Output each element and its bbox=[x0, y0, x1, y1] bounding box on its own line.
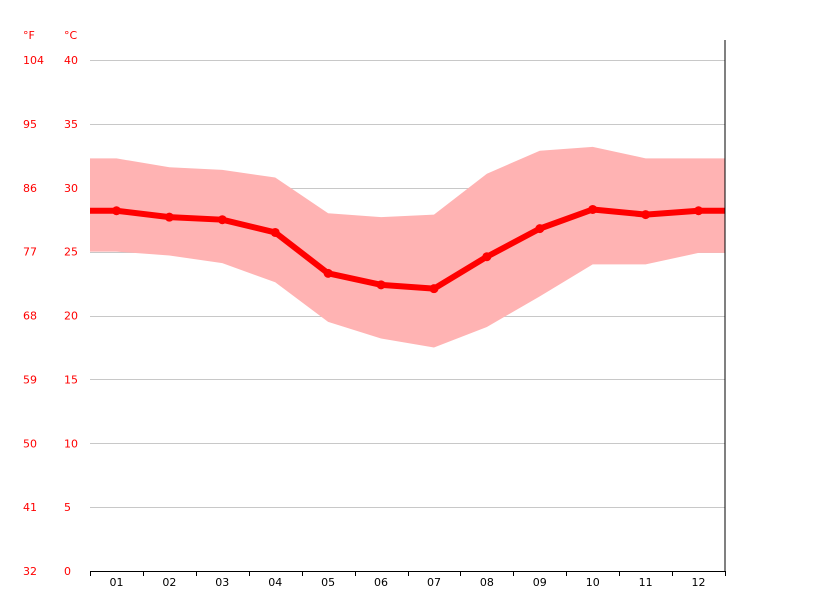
unit-c-label: °C bbox=[64, 29, 78, 42]
mean-point bbox=[482, 252, 492, 262]
x-tick-label: 04 bbox=[268, 576, 282, 589]
y-tick-label-f: 32 bbox=[23, 565, 37, 578]
x-tick-label: 08 bbox=[480, 576, 494, 589]
y-tick-label-c: 35 bbox=[64, 118, 78, 131]
mean-point bbox=[270, 227, 280, 237]
y-tick-label-c: 30 bbox=[64, 182, 78, 195]
mean-point bbox=[588, 204, 598, 214]
y-tick-label-c: 10 bbox=[64, 437, 78, 450]
mean-point bbox=[164, 212, 174, 222]
x-tick-label: 09 bbox=[533, 576, 547, 589]
x-tick-label: 02 bbox=[162, 576, 176, 589]
x-tick-label: 12 bbox=[692, 576, 706, 589]
x-tick-label: 11 bbox=[639, 576, 653, 589]
x-tick-label: 05 bbox=[321, 576, 335, 589]
y-tick-label-f: 59 bbox=[23, 373, 37, 386]
y-tick-label-f: 41 bbox=[23, 501, 37, 514]
min-max-band bbox=[90, 146, 725, 348]
mean-line bbox=[90, 206, 725, 292]
y-tick-label-c: 25 bbox=[64, 246, 78, 259]
mean-point bbox=[694, 206, 704, 216]
y-tick-label-f: 95 bbox=[23, 118, 37, 131]
mean-point bbox=[111, 206, 121, 216]
mean-point bbox=[376, 280, 386, 290]
mean-point bbox=[323, 268, 333, 278]
x-tick-label: 07 bbox=[427, 576, 441, 589]
x-tick-label: 10 bbox=[586, 576, 600, 589]
mean-point bbox=[641, 210, 651, 220]
x-tick-label: 03 bbox=[215, 576, 229, 589]
y-tick-label-f: 68 bbox=[23, 310, 37, 323]
y-tick-label-c: 15 bbox=[64, 373, 78, 386]
y-tick-label-c: 20 bbox=[64, 310, 78, 323]
x-tick-label: 01 bbox=[109, 576, 123, 589]
y-tick-label-f: 104 bbox=[23, 54, 44, 67]
y-tick-label-c: 0 bbox=[64, 565, 71, 578]
mean-point bbox=[535, 224, 545, 234]
x-tick-label: 06 bbox=[374, 576, 388, 589]
y-tick-label-f: 50 bbox=[23, 437, 37, 450]
mean-point bbox=[217, 215, 227, 225]
y-tick-label-f: 86 bbox=[23, 182, 37, 195]
y-tick-label-c: 5 bbox=[64, 501, 71, 514]
y-tick-label-c: 40 bbox=[64, 54, 78, 67]
unit-f-label: °F bbox=[23, 29, 35, 42]
y-tick-label-f: 77 bbox=[23, 246, 37, 259]
mean-point bbox=[429, 284, 439, 294]
